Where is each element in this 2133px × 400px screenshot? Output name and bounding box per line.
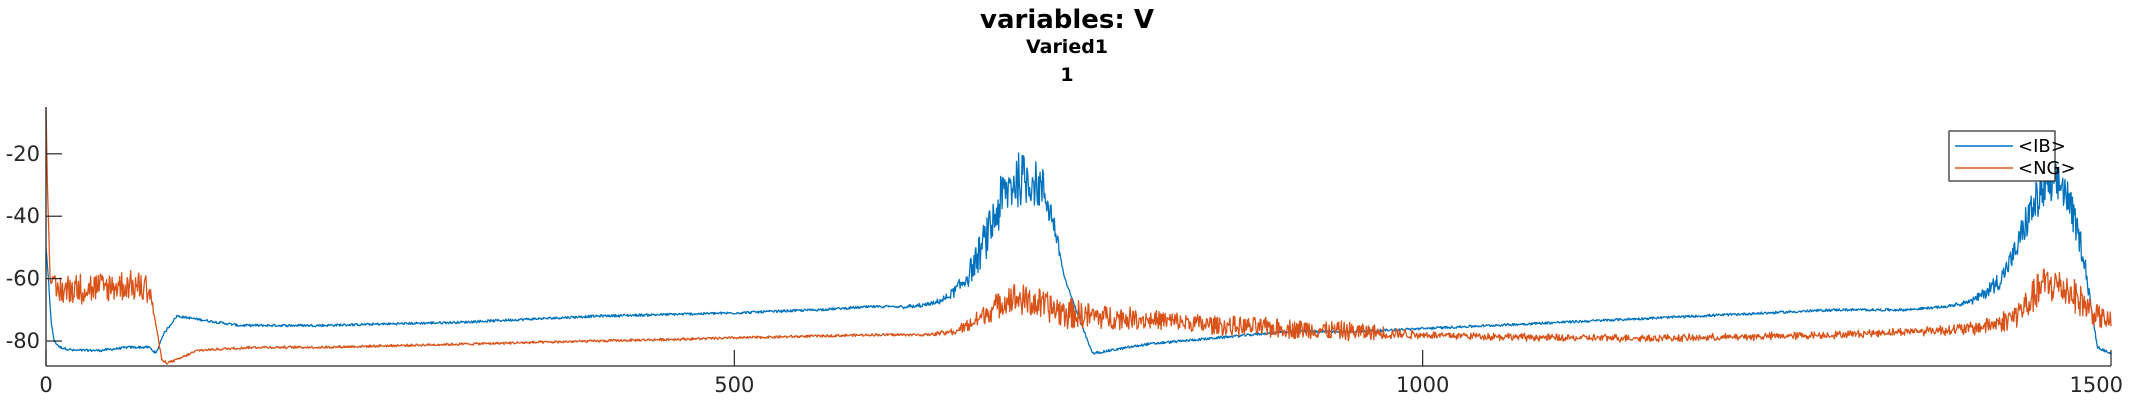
x-tick-label: 1000	[1396, 373, 1449, 397]
legend-label-ng: <NG>	[2018, 158, 2076, 179]
y-tick-label: -60	[6, 267, 40, 291]
x-tick-label: 1500	[2070, 373, 2123, 397]
series-line-ng	[45, 106, 2112, 365]
y-tick-label: -80	[6, 329, 40, 353]
series-layer	[45, 106, 2112, 365]
legend-label-ib: <IB>	[2018, 136, 2066, 157]
axes-layer: 0 500 1000 1500 -80 -60 -40 -20	[6, 107, 2123, 397]
legend-box	[1948, 130, 2056, 182]
legend: <IB> <NG>	[1948, 130, 2076, 182]
x-tick-label: 0	[39, 373, 52, 397]
chart-title: variables: V	[980, 5, 1154, 35]
y-tick-label: -20	[6, 142, 40, 166]
chart-subtitle-line-2: 1	[1060, 64, 1073, 86]
y-tick-label: -40	[6, 204, 40, 228]
x-tick-label: 500	[714, 373, 754, 397]
chart-subtitle-line-1: Varied1	[1026, 36, 1108, 58]
